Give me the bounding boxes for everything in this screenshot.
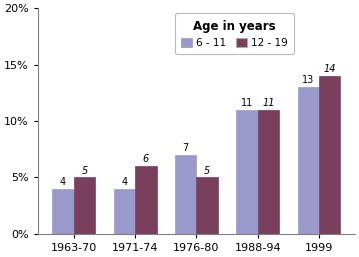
Text: 7: 7: [182, 143, 189, 153]
Text: 5: 5: [81, 166, 88, 176]
Bar: [298, 87, 319, 234]
Bar: [319, 76, 340, 234]
Text: 5: 5: [204, 166, 210, 176]
Text: 14: 14: [323, 64, 336, 74]
Text: 11: 11: [241, 98, 253, 108]
Text: 4: 4: [60, 177, 66, 187]
Bar: [74, 177, 95, 234]
Bar: [135, 166, 157, 234]
Bar: [52, 189, 74, 234]
Text: 4: 4: [121, 177, 127, 187]
Bar: [196, 177, 218, 234]
Bar: [258, 110, 279, 234]
Text: 11: 11: [262, 98, 275, 108]
Bar: [236, 110, 258, 234]
Bar: [114, 189, 135, 234]
Legend: 6 - 11, 12 - 19: 6 - 11, 12 - 19: [175, 13, 294, 54]
Text: 13: 13: [302, 76, 314, 85]
Text: 6: 6: [143, 154, 149, 164]
Bar: [175, 155, 196, 234]
